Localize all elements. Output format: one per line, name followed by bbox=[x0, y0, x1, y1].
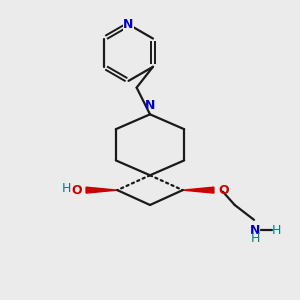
Text: N: N bbox=[123, 18, 134, 31]
Polygon shape bbox=[86, 187, 117, 193]
Text: H: H bbox=[272, 224, 281, 237]
Polygon shape bbox=[183, 187, 214, 193]
Text: H: H bbox=[62, 182, 71, 195]
Text: O: O bbox=[218, 184, 229, 196]
Text: N: N bbox=[250, 224, 261, 237]
Text: O: O bbox=[71, 184, 82, 196]
Text: H: H bbox=[251, 232, 260, 245]
Text: N: N bbox=[145, 99, 155, 112]
